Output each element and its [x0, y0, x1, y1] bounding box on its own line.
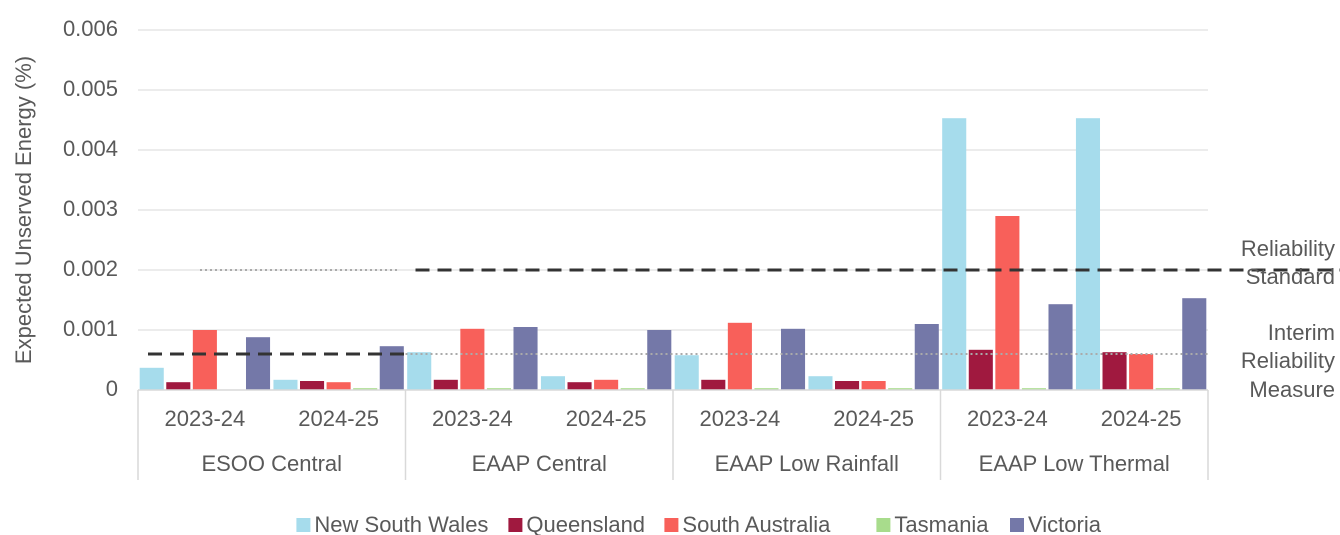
legend-label: Queensland — [526, 512, 645, 535]
group-label: EAAP Low Thermal — [979, 451, 1170, 476]
bar — [835, 381, 860, 390]
bar — [701, 379, 726, 390]
legend-swatch — [1010, 518, 1024, 532]
bar — [1075, 118, 1101, 390]
bar — [674, 355, 699, 390]
x-tick-label: 2023-24 — [165, 406, 246, 431]
x-tick-label: 2024-25 — [833, 406, 914, 431]
x-tick-label: 2024-25 — [298, 406, 379, 431]
y-axis-title: Expected Unserved Energy (%) — [11, 56, 36, 364]
legend-label: South Australia — [682, 512, 831, 535]
bar — [1155, 388, 1180, 390]
y-tick-label: 0.006 — [63, 16, 118, 41]
y-tick-label: 0.002 — [63, 256, 118, 281]
bar — [540, 376, 566, 390]
group-label: EAAP Central — [472, 451, 607, 476]
bar — [754, 388, 779, 390]
bar — [166, 382, 191, 390]
x-tick-label: 2023-24 — [967, 406, 1048, 431]
bar — [1048, 304, 1073, 390]
x-tick-label: 2023-24 — [432, 406, 513, 431]
bar — [300, 381, 325, 390]
reference-label: Reliability — [1241, 236, 1335, 261]
legend-label: Victoria — [1028, 512, 1102, 535]
bar — [139, 367, 164, 390]
bar — [727, 322, 752, 390]
bar — [567, 382, 592, 390]
bar — [486, 388, 511, 390]
bar — [1129, 354, 1154, 390]
group-label: ESOO Central — [201, 451, 342, 476]
bar — [942, 118, 967, 390]
legend-swatch — [664, 518, 679, 532]
bar — [1021, 388, 1046, 390]
legend-swatch — [508, 518, 523, 532]
y-tick-label: 0.005 — [63, 76, 118, 101]
bar — [192, 330, 217, 390]
reference-label: Measure — [1249, 377, 1335, 402]
legend-label: Tasmania — [894, 512, 989, 535]
bar — [326, 382, 351, 390]
bar — [407, 352, 432, 390]
legend-swatch — [876, 518, 891, 532]
bar — [780, 328, 806, 390]
y-tick-label: 0.001 — [63, 316, 118, 341]
bar — [914, 324, 939, 390]
bar — [808, 376, 833, 390]
bar — [888, 388, 913, 390]
y-tick-label: 0.004 — [63, 136, 118, 161]
bar — [273, 379, 298, 390]
x-tick-label: 2023-24 — [700, 406, 781, 431]
bar — [245, 337, 271, 390]
bar — [620, 388, 645, 390]
bar — [1102, 352, 1127, 390]
bar — [861, 381, 886, 390]
reference-label: Interim — [1268, 320, 1335, 345]
bar — [460, 328, 485, 390]
x-tick-label: 2024-25 — [566, 406, 647, 431]
reference-label: Standard — [1246, 264, 1335, 289]
legend-swatch — [296, 518, 311, 532]
bar — [968, 349, 993, 390]
bar — [433, 379, 458, 390]
legend-label: New South Wales — [314, 512, 488, 535]
y-tick-label: 0 — [106, 376, 118, 401]
bar — [594, 379, 619, 390]
bar — [1182, 298, 1207, 390]
x-tick-label: 2024-25 — [1101, 406, 1182, 431]
bar — [513, 327, 538, 390]
bar — [647, 330, 672, 390]
bar — [353, 388, 378, 390]
group-label: EAAP Low Rainfall — [715, 451, 899, 476]
reference-label: Reliability — [1241, 348, 1335, 373]
bar — [995, 216, 1020, 390]
y-tick-label: 0.003 — [63, 196, 118, 221]
